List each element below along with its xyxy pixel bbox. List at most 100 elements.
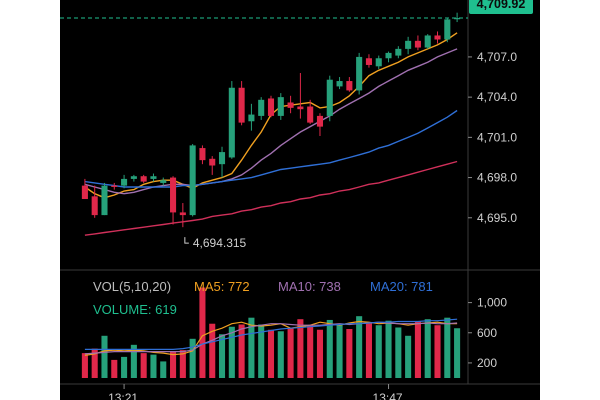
volume-ma-line-ma10 <box>84 321 458 355</box>
candle-body <box>258 99 265 116</box>
candle-body <box>375 58 382 67</box>
price-ma-line-ma60 <box>84 160 458 236</box>
volume-bar <box>365 322 372 378</box>
volume-value-label: VOLUME: 619 <box>93 302 177 317</box>
volume-bar <box>170 351 177 378</box>
candle-body <box>150 176 157 179</box>
volume-legend-item: MA20: 781 <box>370 279 433 294</box>
volume-bar <box>121 356 128 378</box>
candle-body <box>434 35 441 40</box>
candle-body <box>140 176 147 182</box>
volume-bar <box>199 287 206 378</box>
candle-body <box>199 148 206 161</box>
volume-bar <box>307 325 314 378</box>
candle-body <box>395 48 402 56</box>
volume-bar <box>336 324 343 378</box>
volume-bar <box>326 319 333 378</box>
volume-bar <box>238 324 245 378</box>
candle-body <box>91 196 98 216</box>
candle-body <box>356 56 363 91</box>
time-axis-label: 13:47 <box>373 391 403 400</box>
candle-body <box>346 81 353 91</box>
volume-bar <box>375 325 382 378</box>
volume-bar <box>405 335 412 378</box>
candle-body <box>189 145 196 216</box>
volume-bar <box>209 323 216 378</box>
volume-bar <box>111 359 118 378</box>
volume-bar <box>424 319 431 378</box>
candle-body <box>238 87 245 123</box>
volume-bar <box>356 316 363 378</box>
volume-legend-item: MA5: 772 <box>194 279 250 294</box>
volume-bar <box>140 353 147 378</box>
candle-body <box>405 40 412 49</box>
price-ma-line-ma20 <box>84 109 458 188</box>
volume-bar <box>258 324 265 378</box>
candle-body <box>287 102 294 108</box>
volume-bar <box>130 344 137 378</box>
volume-ma-line-ma20 <box>84 318 458 350</box>
volume-axis-label: 600 <box>477 326 497 340</box>
volume-bar <box>346 329 353 378</box>
candle-body <box>307 106 314 123</box>
volume-bar <box>150 354 157 378</box>
volume-bar <box>160 361 167 378</box>
price-axis-label: 4,698.0 <box>477 171 517 185</box>
candle-body <box>316 115 324 127</box>
price-axis-label: 4,707.0 <box>477 50 517 64</box>
volume-bar <box>395 327 402 378</box>
candle-body <box>160 180 167 183</box>
candle-body <box>209 158 216 166</box>
price-axis-label: 4,695.0 <box>477 211 517 225</box>
candlestick-chart[interactable]: 4,694.315 4,707.0 4,704.0 4,701.0 4,698.0 4,6… <box>60 0 540 400</box>
volume-legend-item: MA10: 738 <box>278 279 341 294</box>
candle-body <box>170 177 177 213</box>
candle-body <box>326 79 333 116</box>
candle-body <box>267 98 275 116</box>
volume-bar <box>444 317 451 378</box>
candle-body <box>365 58 372 65</box>
chart-canvas[interactable]: 4,694.315 4,707.0 4,704.0 4,701.0 4,698.0 4,6… <box>60 0 540 400</box>
candle-body <box>248 114 255 122</box>
volume-axis-label: 200 <box>477 356 497 370</box>
price-axis-label: 4,704.0 <box>477 90 517 104</box>
volume-bar <box>189 338 196 378</box>
volume-bar <box>297 319 304 378</box>
candle-body <box>454 18 461 20</box>
candle-body <box>81 185 88 200</box>
price-ma-line-ma10 <box>84 48 458 195</box>
min-annotation-arrow <box>184 237 189 244</box>
candle-body <box>385 52 392 59</box>
candle-body <box>121 178 128 186</box>
volume-bar <box>454 328 461 378</box>
candle-body <box>111 185 118 187</box>
volume-bar <box>385 320 392 378</box>
volume-bar <box>218 334 226 378</box>
volume-bar <box>91 348 98 378</box>
candle-body <box>130 176 137 179</box>
volume-bar <box>414 321 421 378</box>
candle-body <box>444 19 451 40</box>
volume-bar <box>81 353 88 378</box>
candle-body <box>336 81 343 87</box>
candle-body <box>414 40 421 48</box>
current-price-label: 4,709.92 <box>469 0 533 14</box>
volume-bar <box>267 329 275 378</box>
volume-bar <box>316 329 324 378</box>
volume-legend-item: VOL(5,10,20) <box>93 279 171 294</box>
volume-bar <box>248 317 255 378</box>
min-price-annotation: 4,694.315 <box>193 236 247 250</box>
candle-body <box>297 106 304 110</box>
volume-axis-label: 1,000 <box>477 296 507 310</box>
candle-body <box>424 35 431 48</box>
volume-bar <box>101 335 108 378</box>
volume-bar <box>287 328 294 378</box>
volume-bar <box>179 350 186 378</box>
volume-bar <box>228 326 235 378</box>
price-axis-label: 4,701.0 <box>477 130 517 144</box>
candle-body <box>101 185 108 216</box>
time-axis-label: 13:21 <box>108 391 138 400</box>
candle-body <box>179 212 186 216</box>
candle-body <box>228 87 235 158</box>
candle-body <box>277 97 284 116</box>
